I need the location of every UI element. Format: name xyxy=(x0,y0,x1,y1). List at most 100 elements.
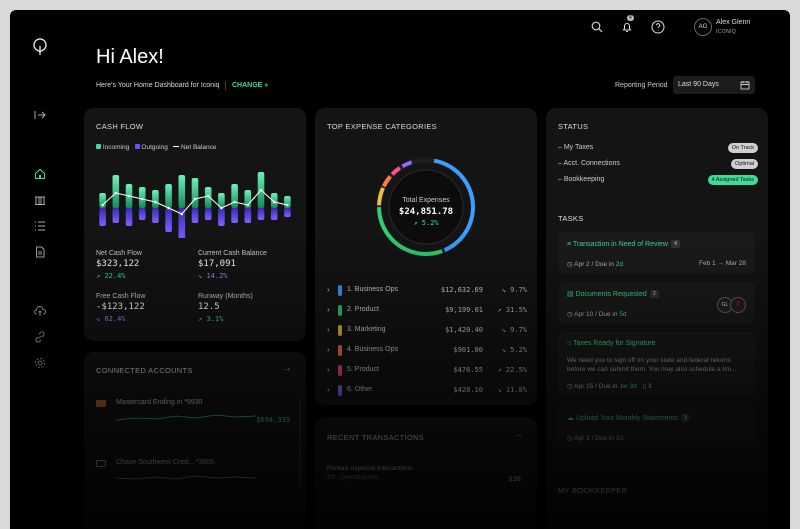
task-card[interactable]: ▤ Documents Requested 2 ◷ Apr 10 / Due in… xyxy=(558,282,755,324)
change-org-link[interactable]: CHANGE » xyxy=(232,82,268,89)
stat-runway: Runway (Months) 12.5 ↗ 3.1% xyxy=(198,293,253,323)
outgoing-bar xyxy=(270,208,278,220)
scrollbar[interactable] xyxy=(299,398,301,488)
list-icon[interactable] xyxy=(34,220,46,232)
account-item[interactable]: Mastercard Ending in *9930 $694,333 xyxy=(96,398,296,428)
card-icon xyxy=(96,460,106,467)
expense-row[interactable]: › 6. Other $428.10 ↘ 11.8% xyxy=(327,385,527,396)
outgoing-bar xyxy=(257,208,265,220)
legend-outgoing: Outgoing xyxy=(134,144,168,151)
tasks-title: TASKS xyxy=(558,214,584,223)
task-card[interactable]: ⌂ Taxes Ready for Signature We need you … xyxy=(558,332,755,398)
status-item[interactable]: – My Taxes On Track xyxy=(558,143,758,156)
bank-icon: ⌂ xyxy=(567,340,572,347)
arrow-right-icon: → xyxy=(717,260,724,267)
arrow-right-icon[interactable]: → xyxy=(513,429,523,440)
incoming-bar xyxy=(178,175,186,208)
settings-icon[interactable] xyxy=(34,357,46,369)
expense-row[interactable]: › 1. Business Ops $12,632.69 ↘ 9.7% xyxy=(327,285,527,296)
expense-row[interactable]: › 3. Marketing $1,420.40 ↘ 9.7% xyxy=(327,325,527,336)
avatar[interactable]: AG xyxy=(694,18,712,36)
collapse-sidebar-icon[interactable] xyxy=(34,109,46,121)
outgoing-bar xyxy=(204,208,212,220)
expense-row[interactable]: › 2. Product $9,199.01 ↗ 31.5% xyxy=(327,305,527,316)
avatar-initials: AG xyxy=(698,24,708,30)
status-item[interactable]: – Bookkeeping 4 Assigned Tasks xyxy=(558,175,758,188)
incoming-bar xyxy=(112,175,120,208)
outgoing-bar xyxy=(99,208,106,226)
series-swatch xyxy=(338,285,342,296)
expense-row[interactable]: › 5. Product $476.55 ↗ 22.5% xyxy=(327,365,527,376)
change-label: CHANGE xyxy=(232,82,263,89)
incoming-bar xyxy=(218,193,225,208)
arrow-down-icon: ↘ xyxy=(96,315,101,323)
transaction-item[interactable]: Rentals expense transactions 3/3 · Opera… xyxy=(327,465,521,483)
document-icon[interactable] xyxy=(34,246,46,258)
sparkline xyxy=(116,475,256,480)
link-icon[interactable] xyxy=(34,331,46,343)
recent-transactions-card: RECENT TRANSACTIONS → Rentals expense tr… xyxy=(315,417,537,529)
reporting-period-select[interactable]: Last 90 Days xyxy=(673,76,755,94)
series-swatch xyxy=(338,305,342,316)
status-badge: Optimal xyxy=(731,159,758,169)
cash-flow-title: CASH FLOW xyxy=(96,122,144,131)
chevron-right-icon: › xyxy=(327,305,330,314)
alert-avatar: ! xyxy=(730,297,746,313)
chevron-right-icon: › xyxy=(327,385,330,394)
outgoing-bar xyxy=(165,208,172,232)
home-icon[interactable] xyxy=(34,168,46,180)
net-balance-point xyxy=(233,200,236,204)
outgoing-bar xyxy=(125,208,133,226)
bank-icon[interactable] xyxy=(34,194,46,206)
cash-flow-chart xyxy=(99,172,291,238)
reporting-period-label: Reporting Period xyxy=(615,82,668,89)
status-item[interactable]: – Acct. Connections Optimal xyxy=(558,159,758,172)
bookkeeper-title: MY BOOKKEEPER xyxy=(558,486,628,495)
connected-accounts-title: CONNECTED ACCOUNTS xyxy=(96,366,193,375)
double-chevron-icon: » xyxy=(264,82,269,89)
status-badge: 4 Assigned Tasks xyxy=(707,175,758,185)
bell-icon[interactable] xyxy=(621,21,633,33)
outgoing-bar xyxy=(218,208,225,226)
outgoing-bar xyxy=(112,208,120,223)
outgoing-bar xyxy=(244,208,252,223)
arrow-right-icon[interactable]: → xyxy=(282,363,292,374)
connected-accounts-card: CONNECTED ACCOUNTS → Mastercard Ending i… xyxy=(84,352,306,529)
series-swatch xyxy=(338,385,342,396)
task-card[interactable]: ≡ Transaction in Need of Review 4 ◷ Apr 2… xyxy=(558,232,755,274)
incoming-bar xyxy=(165,184,172,208)
net-balance-point xyxy=(220,206,223,210)
cash-flow-card: CASH FLOW Incoming Outgoing Net Balance … xyxy=(84,108,306,341)
net-balance-point xyxy=(167,206,170,210)
legend-net-balance: Net Balance xyxy=(173,144,216,151)
net-balance-point xyxy=(286,203,289,207)
outgoing-bar xyxy=(138,208,146,220)
reporting-period-value: Last 90 Days xyxy=(678,81,719,88)
logo-icon xyxy=(33,38,47,55)
outgoing-bar xyxy=(191,208,199,223)
arrow-up-icon: ↗ xyxy=(96,272,101,280)
chevron-right-icon: › xyxy=(327,345,330,354)
notification-badge: 4 xyxy=(627,15,634,21)
clock-icon: ◷ xyxy=(567,435,573,442)
sparkline xyxy=(116,414,256,421)
help-icon[interactable] xyxy=(651,20,665,34)
incoming-bar xyxy=(231,184,238,208)
arrow-down-icon: ↘ xyxy=(198,272,203,280)
clock-icon: ◷ xyxy=(567,383,573,390)
expense-row[interactable]: › 4. Business Ops $901.80 ↘ 5.2% xyxy=(327,345,527,356)
net-balance-point xyxy=(193,197,197,201)
account-item[interactable]: Chase Southwest Cred... *3605 xyxy=(96,458,296,488)
top-expenses-title: TOP EXPENSE CATEGORIES xyxy=(327,122,437,131)
cloud-upload-icon[interactable] xyxy=(34,305,46,317)
recent-transactions-title: RECENT TRANSACTIONS xyxy=(327,433,425,442)
app-window: 4 AG Alex Glenn ICONIQ Hi Alex! Here's Y… xyxy=(10,10,790,529)
clock-icon: ◷ xyxy=(567,311,573,318)
stat-current-cash-balance: Current Cash Balance $17,091 ↘ 14.2% xyxy=(198,250,267,280)
outgoing-bar xyxy=(284,208,291,217)
search-icon[interactable] xyxy=(591,21,603,33)
task-card[interactable]: ☁ Upload Your Monthly Statements 3 ◷ Apr … xyxy=(558,406,755,448)
incoming-bar xyxy=(270,193,278,208)
net-balance-point xyxy=(154,200,157,204)
series-swatch xyxy=(338,365,342,376)
